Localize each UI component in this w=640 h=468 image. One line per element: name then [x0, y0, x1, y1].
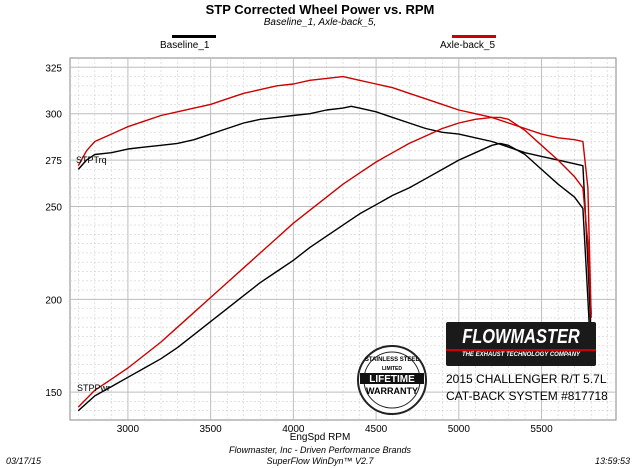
- series-label-power: STPPwr: [77, 383, 111, 393]
- series-line-axleback-stppwr: [77, 116, 592, 408]
- y-tick-label: 250: [45, 203, 62, 214]
- x-tick-label: 5000: [448, 424, 471, 435]
- brand-logo-stripe: [446, 349, 596, 351]
- y-tick-label: 275: [45, 156, 62, 167]
- brand-logo-text: FLOWMASTER: [462, 326, 580, 348]
- warranty-badge: STAINLESS STEEL LIMITED LIFETIME WARRANT…: [357, 345, 427, 415]
- y-tick-label: 150: [45, 388, 62, 399]
- system-label: CAT-BACK SYSTEM #817718: [446, 389, 608, 403]
- legend-line-baseline: [172, 35, 216, 38]
- x-axis-label: EngSpd RPM: [289, 432, 351, 443]
- legend-label-axleback: Axle-back_5: [440, 40, 496, 51]
- footer-time: 13:59:53: [594, 456, 630, 466]
- x-tick-label: 3000: [117, 424, 140, 435]
- series-line-axleback-stptrq: [77, 75, 592, 318]
- brand-logo-box: [446, 322, 596, 366]
- series-label-torque: STPTrq: [76, 155, 107, 165]
- badge-top-text: STAINLESS STEEL: [365, 357, 420, 363]
- legend-line-axleback: [452, 35, 496, 38]
- footer-date: 03/17/15: [6, 456, 42, 466]
- badge-mid-text: LIFETIME: [369, 374, 415, 385]
- x-tick-label: 5500: [530, 424, 553, 435]
- x-tick-label: 3500: [200, 424, 223, 435]
- series-line-baseline-stptrq: [77, 105, 592, 337]
- chart-title: STP Corrected Wheel Power vs. RPM: [205, 2, 435, 17]
- badge-bottom-text: WARRANTY: [366, 386, 418, 396]
- footer-software: SuperFlow WinDyn™ V2.7: [266, 456, 374, 466]
- vehicle-label: 2015 CHALLENGER R/T 5.7L: [446, 372, 607, 386]
- y-tick-label: 300: [45, 110, 62, 121]
- badge-small-text: LIMITED: [382, 366, 402, 372]
- footer-company: Flowmaster, Inc - Driven Performance Bra…: [228, 445, 412, 455]
- legend-label-baseline: Baseline_1: [160, 40, 210, 51]
- x-tick-label: 4000: [282, 424, 305, 435]
- brand-tagline: THE EXHAUST TECHNOLOGY COMPANY: [461, 352, 581, 358]
- chart-subtitle: Baseline_1, Axle-back_5,: [263, 17, 377, 28]
- y-tick-label: 200: [45, 295, 62, 306]
- x-tick-label: 4500: [365, 424, 388, 435]
- y-tick-label: 325: [45, 63, 62, 74]
- badge-band: [360, 373, 424, 384]
- series-line-baseline-stppwr: [77, 142, 592, 412]
